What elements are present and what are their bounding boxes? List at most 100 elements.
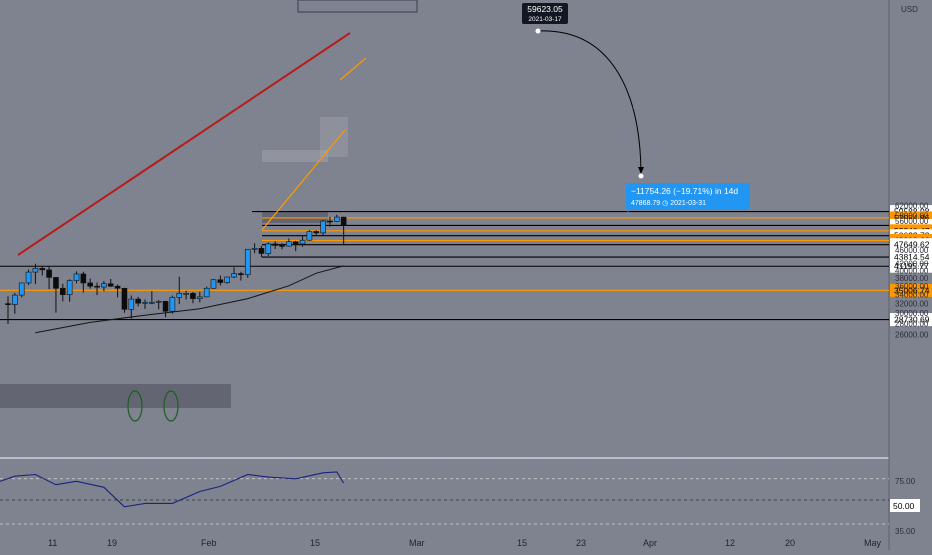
time-label-may: May	[864, 538, 882, 548]
double-bottom-circle-2	[163, 390, 179, 422]
price-tick-30000.00: 30000.00	[895, 309, 929, 318]
peak-date: 2021-03-17	[528, 16, 562, 23]
moving-average-line	[35, 265, 344, 334]
consolidation-zone	[0, 384, 231, 408]
candle-body-0	[5, 303, 11, 305]
level-label-35006.74: 35006.74	[894, 285, 930, 295]
candle-body-28	[197, 296, 203, 299]
time-label-19: 19	[107, 538, 117, 548]
projection-arrow	[537, 30, 642, 173]
peak-callout[interactable]: 59623.05 2021-03-17	[522, 3, 568, 24]
time-label-23: 23	[576, 538, 586, 548]
candle-body-42	[292, 241, 299, 245]
level-label-28730.69: 28730.69	[894, 315, 930, 325]
candle-body-26	[183, 293, 189, 295]
resistance-trendline	[17, 32, 351, 256]
currency-label: USD	[901, 5, 918, 14]
time-label-mar: Mar	[409, 538, 425, 548]
price-tick-38000.00: 38000.00	[895, 274, 929, 283]
flag-zone-2	[262, 150, 328, 162]
candle-body-39	[272, 243, 278, 246]
upper-channel-line	[339, 57, 367, 81]
price-tick-42000.00: 42000.00	[895, 259, 929, 268]
candle-body-27	[190, 293, 196, 299]
price-tick-46000.00: 46000.00	[895, 246, 929, 255]
time-label-feb: Feb	[201, 538, 217, 548]
candle-body-24	[169, 297, 176, 312]
candle-body-12	[87, 282, 93, 287]
candle-body-48	[333, 216, 340, 222]
candle-body-3	[25, 271, 32, 284]
double-bottom-circle-1	[127, 390, 143, 422]
candle-body-21	[149, 301, 155, 304]
candle-body-31	[217, 279, 224, 283]
price-tick-58000.00: 58000.00	[895, 212, 929, 221]
rsi-level-label: 50.00	[893, 501, 915, 511]
level-label-57084.86: 57084.86	[894, 213, 930, 223]
candle-body-37	[258, 248, 265, 254]
rsi-tick-35: 35.00	[895, 527, 916, 536]
candle-body-9	[66, 280, 73, 295]
candle-body-46	[320, 220, 326, 234]
candle-body-11	[80, 273, 87, 284]
support-zone	[262, 211, 328, 223]
candle-body-22	[155, 301, 162, 303]
price-tick-26000.00: 26000.00	[895, 330, 929, 339]
candle-body-17	[121, 287, 128, 310]
candle-body-14	[101, 283, 107, 288]
peak-point	[535, 28, 541, 34]
candle-body-29	[203, 287, 210, 298]
level-tag-28730.69	[890, 313, 932, 327]
candle-body-41	[286, 241, 292, 247]
price-tick-28000.00: 28000.00	[895, 319, 929, 328]
measure-sub-text: 47868.79 ◷ 2021-03-31	[631, 200, 706, 207]
candle-body-40	[279, 245, 285, 247]
support-trendline	[261, 129, 346, 231]
candle-body-20	[142, 301, 148, 304]
candle-body-8	[59, 287, 66, 295]
time-label-15: 15	[310, 538, 320, 548]
candle-body-34	[238, 273, 244, 276]
level-tag-35006.74	[890, 283, 932, 297]
price-tick-36000.00: 36000.00	[895, 282, 929, 291]
candle-body-13	[94, 285, 100, 288]
price-tick-32000.00: 32000.00	[895, 300, 929, 309]
candle-body-19	[135, 298, 141, 304]
rsi-level-tag: 50.00	[890, 499, 920, 512]
time-label-20: 20	[785, 538, 795, 548]
price-tick-40000.00: 40000.00	[895, 267, 929, 276]
rsi-level-tag-box	[890, 499, 920, 512]
time-label-11: 11	[48, 538, 57, 548]
top-box-outline	[297, 0, 418, 13]
candle-body-49	[340, 216, 347, 226]
time-label-apr: Apr	[643, 538, 657, 548]
candle-body-32	[224, 276, 230, 283]
measure-label[interactable]: −11754.26 (−19.71%) in 14d 47868.79 ◷ 20…	[626, 183, 750, 210]
candle-body-4	[32, 268, 39, 273]
candle-body-25	[176, 293, 183, 298]
candle-body-30	[210, 279, 217, 289]
candle-body-1	[12, 294, 18, 305]
level-tag-41195.77	[890, 259, 932, 273]
projection-arrowhead	[638, 167, 644, 174]
candle-body-45	[313, 231, 320, 234]
candle-body-44	[306, 231, 313, 241]
candle-body-47	[327, 220, 333, 223]
price-axis-background	[889, 0, 932, 550]
time-label-15b: 15	[517, 538, 527, 548]
peak-value: 59623.05	[527, 4, 563, 14]
level-tag-47649.62	[890, 238, 932, 252]
measure-label-box	[626, 183, 750, 210]
candle-body-18	[128, 298, 135, 310]
level-label-41195.77: 41195.77	[894, 261, 929, 271]
candle-body-15	[107, 283, 114, 287]
candle-body-2	[18, 282, 25, 296]
peak-callout-box	[522, 3, 568, 24]
level-label-47649.62: 47649.62	[894, 240, 930, 250]
time-label-12: 12	[725, 538, 735, 548]
candle-body-6	[46, 269, 52, 278]
price-tick-34000.00: 34000.00	[895, 291, 929, 300]
candle-body-33	[231, 273, 237, 278]
